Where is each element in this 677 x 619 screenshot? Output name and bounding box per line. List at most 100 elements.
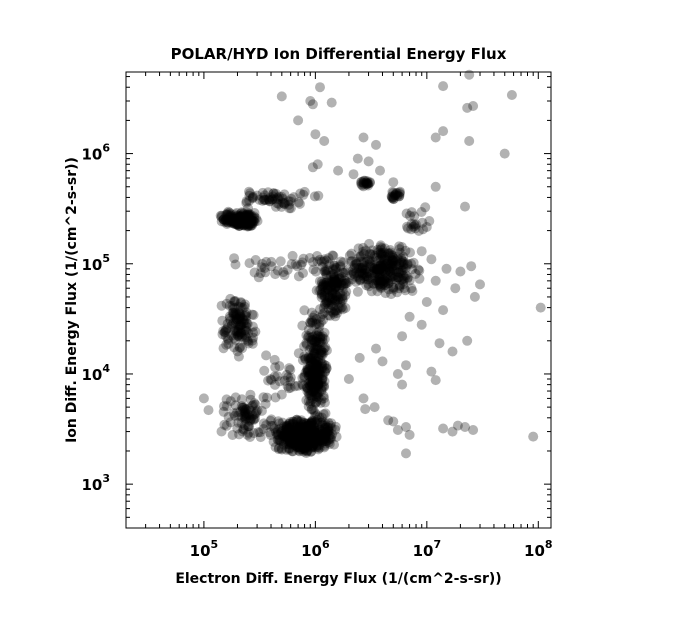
data-point — [311, 369, 322, 380]
data-point — [392, 190, 403, 201]
data-point — [304, 420, 315, 431]
data-point — [286, 428, 297, 439]
data-point — [282, 424, 293, 435]
data-point — [243, 216, 254, 227]
data-point — [294, 431, 305, 442]
data-point — [328, 269, 339, 280]
data-point — [334, 273, 345, 284]
data-point — [292, 432, 303, 443]
data-point — [373, 264, 384, 275]
data-point — [303, 425, 314, 436]
data-point — [388, 264, 399, 275]
data-point — [475, 279, 485, 290]
data-point — [370, 275, 381, 286]
data-point — [309, 390, 320, 401]
data-point — [244, 258, 255, 269]
data-point — [292, 261, 303, 272]
data-point — [235, 327, 246, 338]
data-point — [235, 212, 246, 223]
data-point — [307, 374, 318, 385]
data-point — [285, 422, 295, 433]
data-point — [293, 440, 304, 451]
data-point — [313, 369, 324, 379]
data-point — [338, 278, 349, 289]
data-point — [407, 286, 418, 296]
data-point — [308, 378, 319, 389]
data-point — [235, 212, 246, 223]
data-point — [364, 261, 375, 272]
data-point — [306, 418, 317, 429]
data-point — [447, 426, 458, 437]
data-point — [329, 271, 340, 282]
data-point — [249, 409, 260, 420]
data-point — [340, 303, 351, 313]
data-point — [309, 358, 320, 369]
data-point — [240, 299, 250, 310]
data-point — [279, 430, 290, 441]
data-point — [293, 380, 303, 391]
data-point — [312, 343, 322, 354]
data-point — [312, 359, 323, 370]
data-point — [298, 419, 309, 430]
data-point — [243, 338, 254, 349]
data-point — [290, 427, 301, 438]
data-point — [308, 420, 319, 431]
data-point — [319, 136, 330, 146]
data-point — [236, 215, 246, 226]
data-point — [319, 382, 329, 392]
data-point — [323, 425, 334, 435]
data-point — [305, 418, 316, 429]
data-point — [326, 276, 337, 287]
data-point — [364, 256, 375, 267]
data-point — [424, 216, 435, 226]
data-point — [298, 427, 309, 438]
data-point — [293, 430, 304, 441]
data-point — [316, 385, 327, 396]
data-point — [222, 333, 233, 344]
data-point — [332, 278, 343, 289]
data-point — [300, 439, 311, 450]
data-point — [310, 364, 321, 375]
data-point — [320, 280, 331, 291]
data-point — [311, 374, 322, 385]
data-point — [376, 262, 387, 273]
data-point — [390, 189, 401, 200]
data-point — [314, 440, 325, 451]
data-point — [308, 312, 319, 323]
data-point — [266, 256, 277, 267]
data-point — [393, 272, 404, 283]
data-point — [379, 254, 390, 264]
data-point — [305, 353, 316, 364]
data-point — [312, 379, 323, 390]
data-point — [291, 414, 302, 425]
data-point — [294, 446, 305, 457]
data-point — [305, 96, 316, 106]
data-point — [333, 302, 344, 313]
data-point — [226, 217, 237, 228]
data-point — [288, 419, 299, 430]
data-point — [285, 431, 296, 442]
data-point — [402, 273, 413, 284]
data-point — [323, 310, 334, 321]
data-point — [365, 259, 376, 270]
data-point — [319, 442, 330, 453]
data-point — [234, 429, 245, 440]
data-point — [233, 219, 244, 230]
data-point — [426, 254, 437, 265]
data-point — [305, 360, 316, 371]
data-point — [390, 254, 401, 265]
data-point — [385, 260, 396, 271]
data-point — [306, 307, 317, 318]
data-point — [269, 371, 280, 382]
data-point — [336, 272, 347, 282]
data-point — [243, 336, 254, 347]
data-point — [309, 423, 320, 434]
data-point — [219, 401, 229, 412]
data-point — [224, 212, 235, 223]
data-point — [354, 268, 365, 279]
data-point — [312, 370, 323, 381]
data-point — [234, 213, 245, 223]
data-point — [294, 424, 305, 435]
data-point — [285, 439, 296, 450]
data-point — [356, 176, 367, 187]
